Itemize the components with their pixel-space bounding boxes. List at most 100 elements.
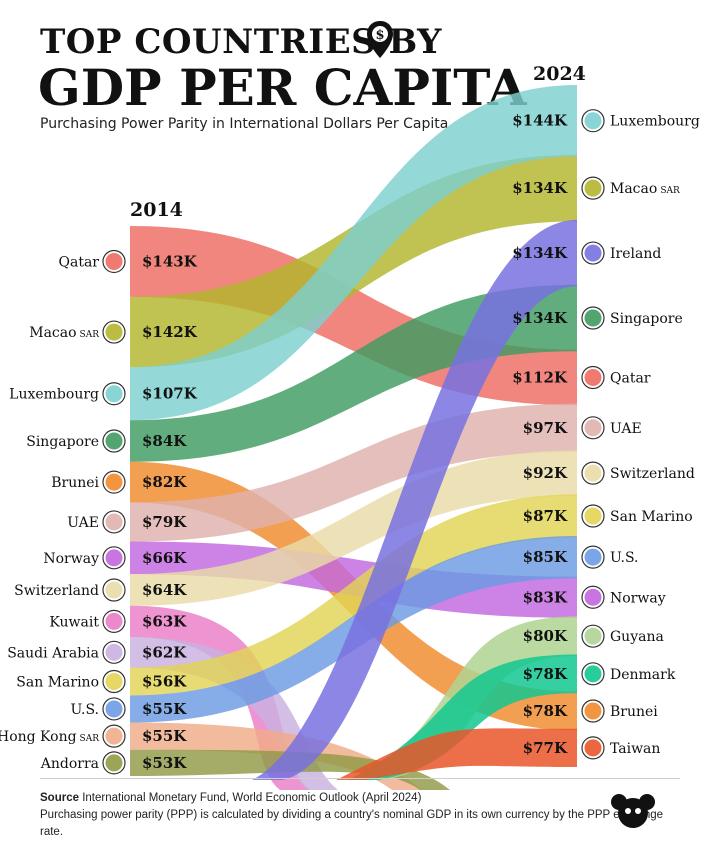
value-label-2014-singapore: $84K (142, 432, 187, 450)
country-label-qatar: Qatar (610, 370, 651, 386)
value-label-2024-qatar: $112K (512, 368, 568, 386)
value-label-2014-norway: $66K (142, 549, 187, 567)
flag-san-marino-icon (581, 504, 605, 528)
value-label-2024-macao: $134K (512, 179, 568, 197)
flag-san-marino-icon (102, 669, 126, 694)
flag-singapore-icon (581, 306, 605, 330)
chart-subtitle: Purchasing Power Parity in International… (40, 116, 449, 132)
flag-u-s-icon (102, 697, 126, 721)
publisher-logo-icon (611, 794, 655, 828)
flag-hong-kong-icon (102, 724, 126, 748)
flag-u-s-icon (581, 545, 605, 569)
value-label-2024-brunei: $78K (523, 702, 568, 720)
value-label-2014-uae: $79K (142, 513, 187, 531)
footer: Source International Monetary Fund, Worl… (40, 790, 680, 841)
value-label-2024-norway: $83K (523, 588, 568, 606)
country-label-brunei: Brunei (51, 475, 99, 491)
country-label-norway: Norway (610, 590, 666, 606)
footnote: Purchasing power parity (PPP) is calcula… (40, 809, 664, 838)
flag-taiwan-icon (581, 736, 605, 760)
country-label-uae: UAE (67, 515, 99, 531)
flow-layer (130, 85, 577, 790)
flag-guyana-icon (581, 624, 605, 648)
country-label-taiwan: Taiwan (610, 741, 660, 757)
country-label-luxembourg: Luxembourg (9, 387, 99, 403)
value-label-2014-kuwait: $63K (142, 612, 187, 630)
value-label-2024-ireland: $134K (512, 244, 568, 262)
flag-ireland-icon (581, 241, 605, 265)
value-label-2024-denmark: $78K (523, 665, 568, 683)
flag-denmark-icon (581, 662, 605, 686)
source-label: Source (40, 792, 79, 804)
country-label-hong-kong: Hong Kong SAR (0, 729, 99, 745)
flag-brunei-icon (102, 470, 126, 494)
flow-switzerland (130, 450, 577, 606)
country-label-switzerland: Switzerland (610, 466, 695, 482)
flag-uae-icon (581, 416, 605, 440)
flag-luxembourg-icon (581, 109, 605, 133)
flow-san-marino (130, 494, 577, 696)
right-year-label: 2024 (533, 63, 586, 85)
country-label-san-marino: San Marino (16, 675, 99, 691)
value-label-2024-san-marino: $87K (523, 507, 568, 525)
flow-taiwan (336, 728, 577, 780)
country-label-u-s: U.S. (70, 702, 99, 718)
value-label-2024-guyana: $80K (523, 627, 568, 645)
left-year-label: 2014 (130, 199, 183, 221)
label-layer: 2014 2024 $143K Qatar $142K Macao SAR $107K Luxe… (0, 63, 700, 775)
value-label-2014-qatar: $143K (142, 252, 198, 270)
country-label-denmark: Denmark (610, 667, 676, 683)
country-label-u-s: U.S. (610, 550, 639, 566)
value-label-2024-taiwan: $77K (523, 739, 568, 757)
value-label-2024-u-s: $85K (523, 548, 568, 566)
value-label-2014-macao: $142K (142, 323, 198, 341)
country-label-ireland: Ireland (610, 246, 661, 262)
chart-title-line2: GDP PER CAPITA (38, 58, 527, 117)
flag-kuwait-icon (102, 609, 126, 634)
country-label-macao: Macao SAR (610, 181, 680, 197)
flow-hong-kong (130, 722, 422, 790)
country-label-uae: UAE (610, 421, 642, 437)
country-label-norway: Norway (43, 551, 99, 567)
flow-luxembourg (130, 85, 577, 421)
flag-norway-icon (102, 546, 126, 570)
value-label-2024-singapore: $134K (512, 309, 568, 327)
source-text: International Monetary Fund, World Econo… (82, 792, 422, 804)
flow-ireland (252, 219, 577, 780)
flow-norway (130, 541, 577, 618)
flag-macao-icon (102, 320, 126, 344)
value-label-2014-switzerland: $64K (142, 581, 187, 599)
flow-singapore (130, 284, 577, 462)
flag-qatar-icon (581, 365, 605, 390)
country-label-kuwait: Kuwait (49, 614, 99, 630)
flag-norway-icon (581, 585, 605, 609)
country-label-guyana: Guyana (610, 629, 664, 645)
value-label-2014-andorra: $53K (142, 754, 187, 772)
country-label-andorra: Andorra (40, 756, 99, 772)
flow-uae (130, 403, 577, 542)
flag-singapore-icon (102, 429, 126, 453)
value-label-2024-switzerland: $92K (523, 464, 568, 482)
country-label-qatar: Qatar (59, 254, 100, 270)
flag-saudi-arabia-icon (102, 640, 126, 664)
country-label-san-marino: San Marino (610, 509, 693, 525)
flag-andorra-icon (102, 751, 126, 775)
location-pin-icon: $ (367, 21, 393, 58)
country-label-saudi-arabia: Saudi Arabia (7, 645, 99, 661)
flag-uae-icon (102, 510, 126, 534)
flag-macao-icon (581, 176, 605, 200)
value-label-2024-uae: $97K (523, 419, 568, 437)
country-label-brunei: Brunei (610, 704, 658, 720)
value-label-2014-u-s: $55K (142, 700, 187, 718)
value-label-2014-brunei: $82K (142, 473, 187, 491)
svg-text:$: $ (375, 28, 384, 43)
value-label-2014-luxembourg: $107K (142, 385, 198, 403)
value-label-2014-hong-kong: $55K (142, 727, 187, 745)
value-label-2014-saudi-arabia: $62K (142, 643, 187, 661)
country-label-luxembourg: Luxembourg (610, 114, 700, 130)
flag-brunei-icon (581, 699, 605, 723)
flag-luxembourg-icon (102, 382, 126, 406)
country-label-macao: Macao SAR (29, 325, 99, 341)
footer-divider (40, 778, 680, 779)
